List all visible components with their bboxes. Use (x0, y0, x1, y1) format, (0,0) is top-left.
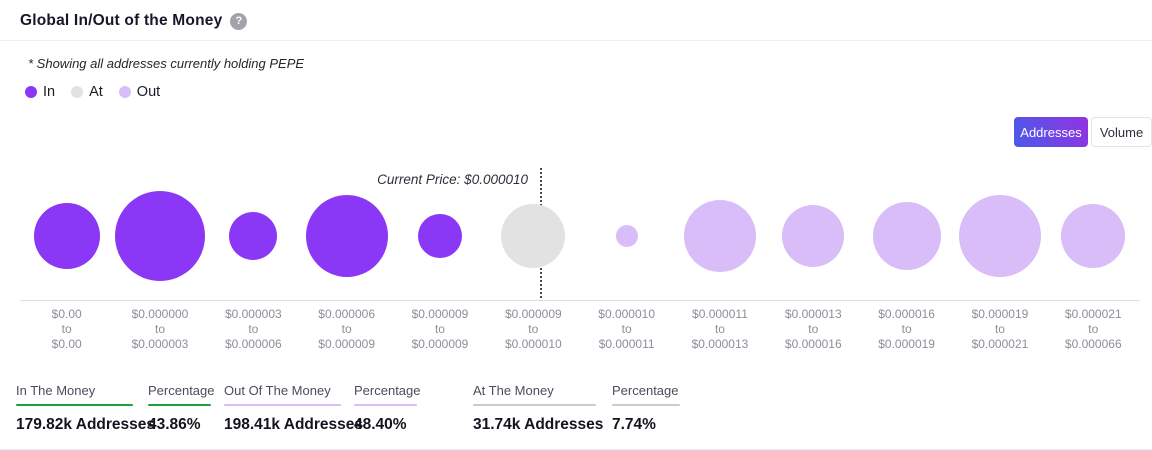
legend-label: Out (136, 84, 161, 100)
bubble-out-the-money[interactable] (782, 205, 845, 267)
bubble-out-the-money[interactable] (1061, 204, 1126, 268)
bubble-column (580, 169, 673, 303)
help-icon[interactable]: ? (230, 12, 248, 30)
bubble-in-the-money[interactable] (305, 195, 388, 277)
bubble-column (207, 169, 300, 303)
bubble-in-the-money[interactable] (229, 212, 278, 260)
bubble-column (767, 169, 860, 303)
legend-dot-icon (25, 86, 37, 98)
legend: In At Out (25, 84, 160, 100)
bubble-out-the-money[interactable] (958, 195, 1041, 277)
price-range-label: $0.000009 to $0.000010 (504, 307, 562, 351)
price-range-label: $0.000021 to $0.000066 (1064, 307, 1122, 351)
summary-underline (612, 404, 680, 406)
summary-value: 48.40% (354, 416, 407, 433)
subtitle-note: * Showing all addresses currently holdin… (28, 56, 305, 71)
bubble-column (393, 169, 486, 303)
legend-item-out[interactable]: Out (118, 84, 161, 100)
x-axis-labels: $0.00 to $0.00 $0.000000 to $0.000003 $0.00000… (20, 307, 1140, 352)
bubble-in-the-money[interactable] (114, 191, 205, 281)
summary-value: 43.86% (148, 416, 201, 433)
price-range-label: $0.000011 to $0.000013 (691, 307, 749, 351)
header-divider (0, 40, 1152, 41)
legend-dot-icon (118, 86, 131, 98)
summary-header: Out Of The Money (224, 383, 331, 398)
card-header: Global In/Out of the Money ? (20, 12, 248, 30)
view-toggle: Addresses Volume (1014, 117, 1152, 147)
summary-header: Percentage (354, 383, 421, 398)
bubble-column (113, 169, 206, 303)
summary-header: Percentage (148, 383, 215, 398)
summary-underline (473, 404, 596, 406)
bubble-out-the-money[interactable] (683, 200, 756, 272)
summary-col-percentage: Percentage 7.74% (612, 383, 680, 434)
price-range-label: $0.00 to $0.00 (51, 307, 82, 351)
price-range-label: $0.000003 to $0.000006 (224, 307, 282, 351)
price-range-label: $0.000009 to $0.000009 (411, 307, 469, 351)
page-title: Global In/Out of the Money (20, 12, 223, 29)
summary-col-percentage: Percentage 48.40% (354, 383, 421, 434)
bubble-column (300, 169, 393, 303)
summary-col-out-of-the-money: Out Of The Money 198.41k Addresses (224, 383, 364, 434)
legend-label: At (89, 84, 103, 100)
summary-header: At The Money (473, 383, 554, 398)
price-range-label: $0.000006 to $0.000009 (318, 307, 376, 351)
summary-col-percentage: Percentage 43.86% (148, 383, 215, 434)
summary-value: 198.41k Addresses (224, 416, 364, 433)
summary-col-in-the-money: In The Money 179.82k Addresses (16, 383, 156, 434)
legend-item-in[interactable]: In (25, 84, 55, 100)
legend-dot-icon (71, 86, 84, 98)
summary-value: 179.82k Addresses (16, 416, 156, 433)
price-range-label: $0.000013 to $0.000016 (784, 307, 842, 351)
bubble-out-the-money[interactable] (872, 202, 941, 270)
bubble-column (860, 169, 953, 303)
summary-underline (354, 404, 417, 406)
legend-label: In (43, 84, 56, 100)
summary-underline (16, 404, 133, 406)
bubble-column (673, 169, 766, 303)
bubble-column (953, 169, 1046, 303)
bubble-in-the-money[interactable] (33, 203, 100, 269)
bubble-chart: Current Price: $0.000010 $0.00 to $0.00 $0.… (0, 160, 1152, 360)
legend-item-at[interactable]: At (71, 84, 103, 100)
bubble-in-the-money[interactable] (417, 214, 462, 258)
summary-value: 31.74k Addresses (473, 416, 604, 433)
price-range-label: $0.000019 to $0.000021 (971, 307, 1029, 351)
bubble-row (20, 169, 1140, 303)
summary-table: In The Money 179.82k Addresses Percentage 4… (0, 383, 1152, 443)
price-range-label: $0.000010 to $0.000011 (598, 307, 655, 351)
bubble-column (20, 169, 113, 303)
summary-underline (148, 404, 211, 406)
bubble-column (487, 169, 580, 303)
bubble-column (1047, 169, 1140, 303)
price-range-label: $0.000000 to $0.000003 (131, 307, 189, 351)
summary-header: In The Money (16, 383, 96, 398)
bubble-at-the-money[interactable] (501, 204, 566, 268)
volume-toggle-button[interactable]: Volume (1091, 117, 1152, 147)
current-price-annotation: Current Price: $0.000010 (377, 172, 528, 187)
summary-col-at-the-money: At The Money 31.74k Addresses (473, 383, 604, 434)
summary-underline (224, 404, 341, 406)
summary-value: 7.74% (612, 416, 656, 433)
price-range-label: $0.000016 to $0.000019 (878, 307, 935, 351)
bubble-out-the-money[interactable] (615, 225, 638, 247)
summary-header: Percentage (612, 383, 679, 398)
x-axis-line (20, 300, 1140, 301)
addresses-toggle-button[interactable]: Addresses (1014, 117, 1088, 147)
